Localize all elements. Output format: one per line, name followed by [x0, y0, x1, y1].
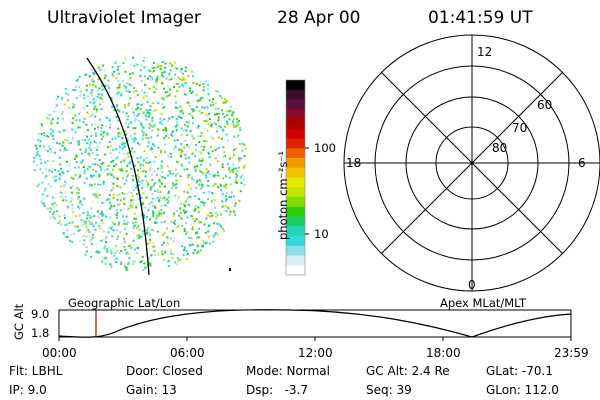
xtick-0000: 00:00 — [42, 346, 77, 360]
colorbar-cell — [286, 109, 305, 120]
track-left-label: Geographic Lat/Lon — [68, 296, 181, 310]
polar-label-bottom: 0 — [468, 278, 476, 292]
colorbar-cell — [286, 158, 305, 169]
colorbar-tick-10: 10 — [314, 227, 329, 241]
track-ylabel: GC Alt — [12, 303, 26, 340]
status-glat: GLat: -70.1 — [486, 364, 553, 378]
colorbar-cell — [286, 216, 305, 227]
colorbar-cell — [286, 255, 305, 266]
polar-label-right: 6 — [578, 156, 586, 170]
xtick-2359: 23:59 — [554, 346, 589, 360]
colorbar — [286, 80, 305, 276]
auroral-image-disc — [33, 56, 247, 271]
track-right-label: Apex MLat/MLT — [440, 296, 527, 310]
status-gain: Gain: 13 — [126, 383, 177, 397]
colorbar-cell — [286, 206, 305, 217]
status-seq: Seq: 39 — [366, 383, 412, 397]
colorbar-cell — [286, 99, 305, 110]
colorbar-cell — [286, 80, 305, 91]
status-ip: IP: 9.0 — [9, 383, 47, 397]
image-corner-mark — [229, 268, 231, 271]
status-door: Door: Closed — [126, 364, 203, 378]
xtick-0600: 06:00 — [170, 346, 205, 360]
colorbar-cell — [286, 226, 305, 237]
polar-label-left: 18 — [346, 156, 362, 170]
colorbar-cell — [286, 197, 305, 208]
colorbar-cell — [286, 265, 305, 276]
track-ytick-9: 9.0 — [31, 307, 50, 321]
status-mode: Mode: Normal — [246, 364, 330, 378]
polar-lat-70: 70 — [512, 121, 528, 135]
instrument-title: Ultraviolet Imager — [47, 8, 201, 28]
colorbar-cell — [286, 138, 305, 149]
colorbar-cell — [286, 167, 305, 178]
polar-lat-80: 80 — [492, 141, 508, 155]
colorbar-cell — [286, 119, 305, 130]
colorbar-cell — [286, 89, 305, 100]
polar-lat-60: 60 — [537, 98, 553, 112]
status-dsp: Dsp: -3.7 — [246, 383, 309, 397]
track-ytick-1.8: 1.8 — [31, 326, 50, 340]
polar-grid — [343, 34, 600, 292]
x-axis-ticks — [58, 337, 572, 341]
terminator-line — [86, 57, 150, 276]
xtick-1800: 18:00 — [426, 346, 461, 360]
colorbar-unit-label: photon cm⁻²s⁻¹ — [276, 151, 290, 240]
xtick-1200: 12:00 — [298, 346, 333, 360]
colorbar-cell — [286, 128, 305, 139]
colorbar-cell — [286, 148, 305, 159]
status-gcalt: GC Alt: 2.4 Re — [366, 364, 450, 378]
date-label: 28 Apr 00 — [277, 8, 361, 28]
time-label: 01:41:59 UT — [428, 8, 533, 28]
colorbar-cell — [286, 177, 305, 188]
altitude-curve — [58, 309, 572, 338]
colorbar-cell — [286, 236, 305, 247]
status-glon: GLon: 112.0 — [486, 383, 559, 397]
colorbar-cell — [286, 187, 305, 198]
altitude-track-frame — [58, 309, 572, 338]
status-flt: Flt: LBHL — [9, 364, 63, 378]
polar-label-top: 12 — [477, 45, 493, 59]
colorbar-cell — [286, 245, 305, 256]
colorbar-tick-100: 100 — [314, 141, 336, 155]
